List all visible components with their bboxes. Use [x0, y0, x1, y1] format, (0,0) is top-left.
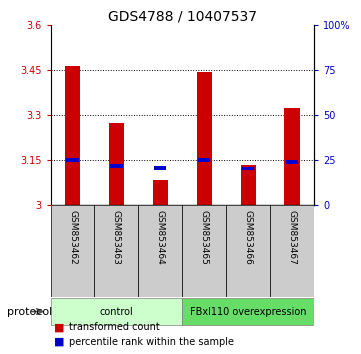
Text: GSM853464: GSM853464 [156, 210, 165, 265]
Bar [242, 167, 255, 170]
Bar [226, 205, 270, 297]
Text: FBxl110 overexpression: FBxl110 overexpression [190, 307, 306, 316]
Text: GSM853465: GSM853465 [200, 210, 209, 265]
Bar [153, 180, 168, 205]
Bar [51, 205, 95, 297]
Bar [65, 66, 80, 205]
Bar [284, 108, 300, 205]
Bar [138, 205, 182, 297]
Text: ■: ■ [54, 322, 65, 332]
Bar [182, 205, 226, 297]
Bar [197, 72, 212, 205]
Text: GSM853462: GSM853462 [68, 210, 77, 265]
Text: transformed count: transformed count [69, 322, 159, 332]
Text: GSM853467: GSM853467 [288, 210, 297, 265]
Text: protocol: protocol [7, 307, 52, 316]
Bar [198, 158, 210, 162]
Bar [154, 166, 166, 170]
Bar [66, 158, 79, 162]
Bar [286, 160, 298, 164]
Bar [182, 298, 314, 325]
Bar [109, 124, 124, 205]
Bar [270, 205, 314, 297]
Bar [95, 205, 138, 297]
Title: GDS4788 / 10407537: GDS4788 / 10407537 [108, 10, 257, 24]
Text: ■: ■ [54, 337, 65, 347]
Text: percentile rank within the sample: percentile rank within the sample [69, 337, 234, 347]
Bar [110, 164, 123, 168]
Bar [51, 298, 182, 325]
Text: GSM853463: GSM853463 [112, 210, 121, 265]
Bar [240, 165, 256, 205]
Text: GSM853466: GSM853466 [244, 210, 253, 265]
Text: control: control [100, 307, 133, 316]
